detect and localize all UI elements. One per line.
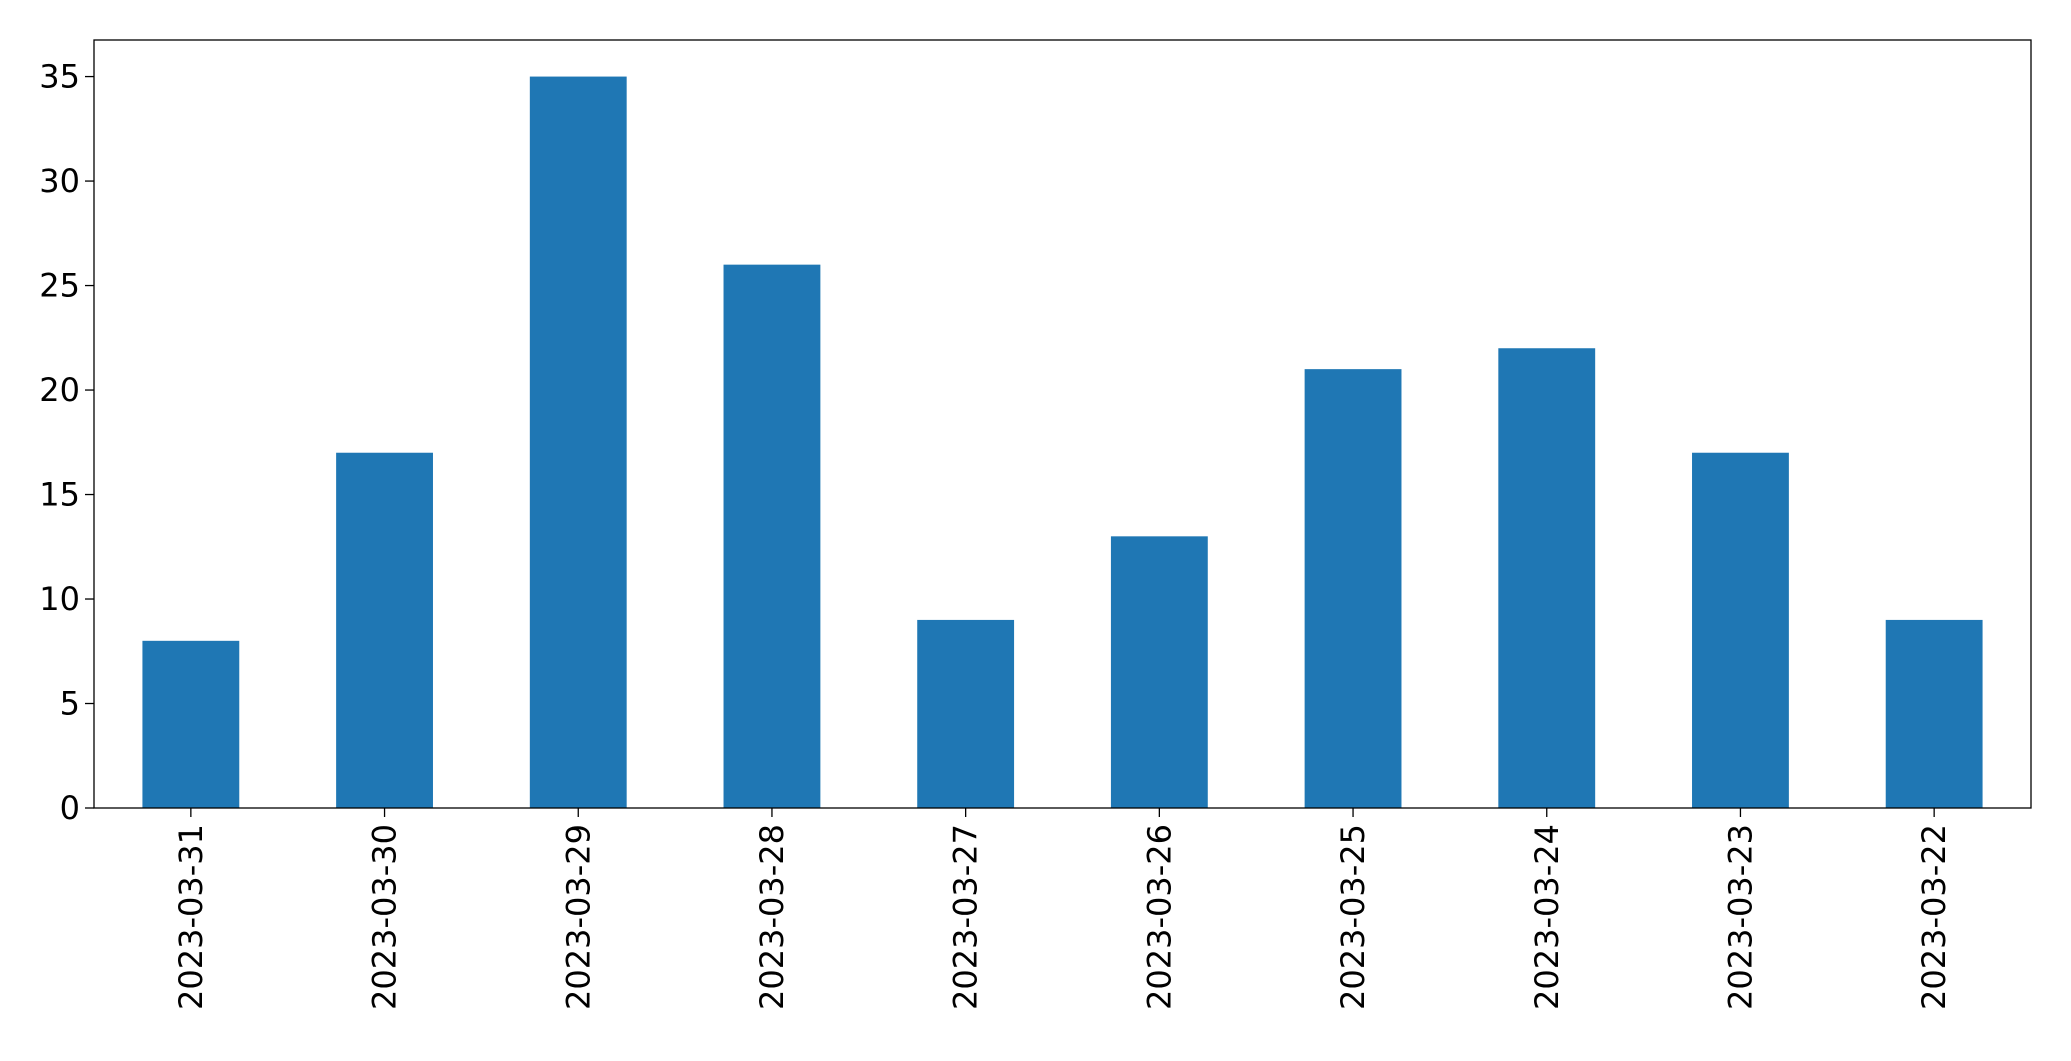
bar [1885,619,1983,808]
x-tick-label: 2023-03-23 [1721,824,1759,1010]
bar [336,452,433,808]
x-tick-label: 2023-03-24 [1528,824,1566,1010]
x-tick-label: 2023-03-31 [172,824,210,1010]
bar [917,619,1015,808]
x-tick-label: 2023-03-26 [1140,824,1178,1010]
x-tick-label: 2023-03-27 [947,824,985,1010]
bar [723,264,821,808]
x-tick-label: 2023-03-28 [753,824,791,1010]
y-tick-label: 0 [60,789,80,827]
x-tick-label: 2023-03-30 [366,824,404,1010]
x-tick-label: 2023-03-29 [559,824,597,1010]
y-tick-label: 35 [39,58,80,96]
x-tick-label: 2023-03-22 [1915,824,1953,1010]
bar [1304,369,1402,808]
plot-frame [93,39,2032,809]
y-tick-label: 5 [60,685,80,723]
bar [1110,536,1208,808]
bar [1692,452,1789,808]
x-tick-label: 2023-03-25 [1334,824,1372,1010]
y-tick-label: 20 [39,371,80,409]
bar [529,76,627,809]
y-tick-label: 15 [39,476,80,514]
bar [142,640,240,808]
y-tick-label: 25 [39,267,80,305]
y-tick-label: 10 [39,580,80,618]
y-tick-label: 30 [39,162,80,200]
bar [1498,348,1596,808]
